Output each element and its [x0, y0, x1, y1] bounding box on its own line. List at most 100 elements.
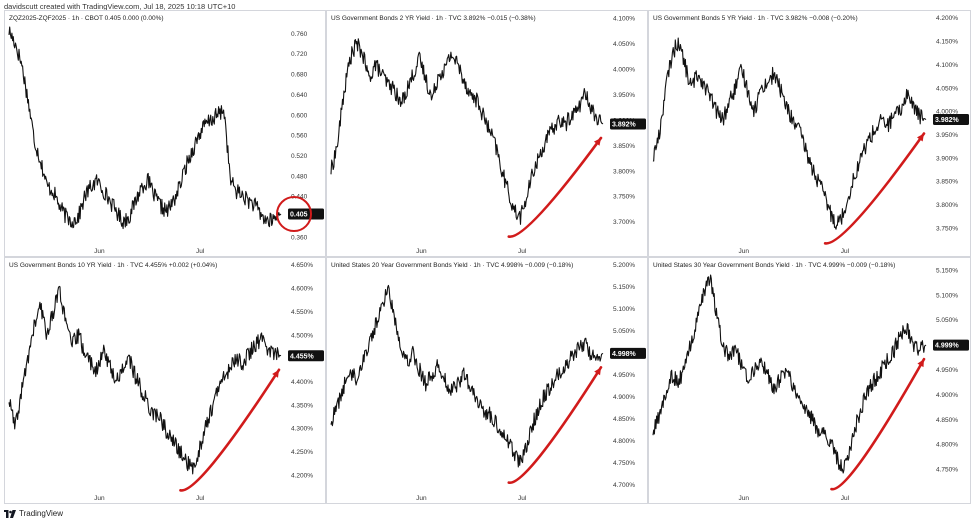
y-tick-label: 0.680: [291, 72, 308, 79]
chart-panel-us20y[interactable]: 5.200%5.150%5.100%5.050%5.000%4.950%4.90…: [326, 257, 648, 504]
chart-svg: 4.650%4.600%4.550%4.500%4.450%4.400%4.35…: [8, 262, 324, 502]
trend-arrow-head: [594, 367, 601, 376]
y-tick-label: 4.200%: [291, 472, 313, 479]
last-price-badge-bg: [933, 114, 969, 126]
y-tick-label: 4.250%: [291, 449, 313, 456]
trend-arrow-head: [593, 137, 601, 146]
y-tick-label: 0.360: [291, 234, 308, 241]
y-tick-label: 0.480: [291, 173, 308, 180]
chart-panel-us10y[interactable]: 4.650%4.600%4.550%4.500%4.450%4.400%4.35…: [4, 257, 326, 504]
x-tick-label: Jun: [738, 248, 749, 255]
trend-arrow-shaft: [507, 366, 603, 484]
x-tick-label: Jun: [416, 495, 427, 502]
y-tick-label: 0.640: [291, 92, 308, 99]
chart-grid: 0.760 0.720 0.680 0.640 0.600 0.560 0.520 0.480…: [4, 10, 971, 504]
last-price-badge: 3.892%: [610, 118, 646, 130]
y-tick-label: 4.900%: [613, 394, 635, 401]
attribution-header: davidscutt created with TradingView.com,…: [4, 2, 236, 11]
y-tick-label: 4.700%: [613, 482, 635, 489]
trend-arrow-shaft: [830, 357, 926, 491]
y-tick-label: 3.950%: [613, 92, 635, 99]
x-tick-label: Jun: [416, 248, 427, 255]
last-price-badge-bg: [610, 347, 646, 359]
y-tick-label: 3.800%: [613, 168, 635, 175]
y-tick-label: 4.000%: [936, 109, 958, 116]
tradingview-footer[interactable]: TradingView: [4, 509, 63, 518]
y-tick-label: 4.800%: [613, 438, 635, 445]
last-price-label: 3.892%: [612, 122, 637, 129]
y-tick-label: 5.100%: [936, 292, 958, 299]
price-series-line: [330, 38, 604, 225]
chart-panel-us5y[interactable]: 4.200% 4.150% 4.100% 4.050% 4.000% 3.950% 3.90…: [648, 10, 971, 257]
last-price-label: 0.405: [290, 212, 308, 219]
x-tick-label: Jun: [94, 495, 105, 502]
y-tick-label: 3.950%: [936, 132, 958, 139]
x-tick-label: Jul: [196, 495, 205, 502]
y-tick-label: 4.100%: [613, 16, 635, 23]
trend-arrow-shaft: [179, 368, 281, 492]
x-tick-label: Jun: [94, 248, 105, 255]
last-price-badge: 4.455%: [288, 350, 324, 362]
x-tick-label: Jun: [738, 495, 749, 502]
last-price-badge-bg: [288, 350, 324, 362]
y-tick-label: 4.750%: [936, 467, 958, 474]
y-tick-label: 4.600%: [291, 286, 313, 293]
chart-panel-us2y[interactable]: 4.100%4.050%4.000%3.950%3.900%3.850%3.80…: [326, 10, 648, 257]
last-price-label: 4.998%: [612, 351, 637, 358]
y-tick-label: 5.150%: [613, 284, 635, 291]
price-series-line: [652, 274, 927, 474]
last-price-label: 3.982%: [935, 117, 960, 124]
y-tick-label: 4.550%: [291, 309, 313, 316]
x-tick-label: Jul: [196, 248, 205, 255]
last-price-badge: 4.999%: [933, 339, 969, 351]
last-price-badge: 4.998%: [610, 347, 646, 359]
last-price-badge: 3.982%: [933, 114, 969, 126]
last-price-badge-bg: [933, 339, 969, 351]
chart-svg: 4.100%4.050%4.000%3.950%3.900%3.850%3.80…: [330, 16, 646, 255]
y-tick-label: 0.520: [291, 153, 308, 160]
y-tick-label: 4.950%: [613, 372, 635, 379]
y-tick-label: 4.950%: [936, 367, 958, 374]
y-tick-label: 4.000%: [613, 66, 635, 73]
x-tick-label: Jul: [518, 248, 527, 255]
y-tick-label: 4.400%: [291, 379, 313, 386]
x-tick-label: Jul: [518, 495, 527, 502]
last-price-badge-bg: [288, 208, 324, 220]
chart-panel-zq-spread[interactable]: 0.760 0.720 0.680 0.640 0.600 0.560 0.520 0.480…: [4, 10, 326, 257]
price-series-line: [8, 26, 282, 230]
price-series-line: [330, 284, 604, 468]
y-tick-label: 4.800%: [936, 442, 958, 449]
tradingview-brand: TradingView: [19, 509, 64, 518]
chart-title: ZQZ2025-ZQF2025 · 1h · CBOT 0.405 0.000 …: [9, 15, 164, 22]
trend-arrow-shaft: [507, 136, 603, 238]
y-tick-label: 4.900%: [936, 392, 958, 399]
price-series-line: [652, 37, 927, 230]
y-tick-label: 4.100%: [936, 62, 958, 69]
last-price-label: 4.999%: [935, 343, 960, 350]
chart-panel-us30y[interactable]: 5.150%5.100%5.050%5.000%4.950%4.900%4.85…: [648, 257, 971, 504]
last-price-badge: 0.405: [288, 208, 324, 220]
x-tick-label: Jul: [841, 248, 850, 255]
y-tick-label: 5.150%: [936, 267, 958, 274]
highlight-circle: [276, 196, 312, 233]
y-tick-label: 4.050%: [936, 85, 958, 92]
y-tick-label: 5.050%: [936, 317, 958, 324]
y-tick-label: 4.850%: [936, 417, 958, 424]
y-tick-label: 4.500%: [291, 332, 313, 339]
y-tick-label: 3.850%: [613, 143, 635, 150]
trend-arrow-head: [916, 133, 924, 142]
y-tick-label: 5.200%: [613, 262, 635, 269]
chart-title: US Government Bonds 10 YR Yield · 1h · T…: [9, 262, 218, 269]
last-price-label: 4.455%: [290, 353, 315, 360]
tradingview-logo-icon: [4, 509, 16, 518]
trend-arrow-head: [917, 359, 924, 368]
y-tick-label: 4.850%: [613, 416, 635, 423]
chart-title: United States 30 Year Government Bonds Y…: [653, 262, 896, 269]
trend-arrow-head: [272, 369, 279, 378]
y-tick-label: 0.600: [291, 112, 308, 119]
chart-title: US Government Bonds 5 YR Yield · 1h · TV…: [653, 15, 858, 22]
y-tick-label: 3.850%: [936, 179, 958, 186]
chart-title: US Government Bonds 2 YR Yield · 1h · TV…: [331, 15, 536, 22]
price-series-line: [8, 285, 282, 475]
y-tick-label: 4.150%: [936, 39, 958, 46]
